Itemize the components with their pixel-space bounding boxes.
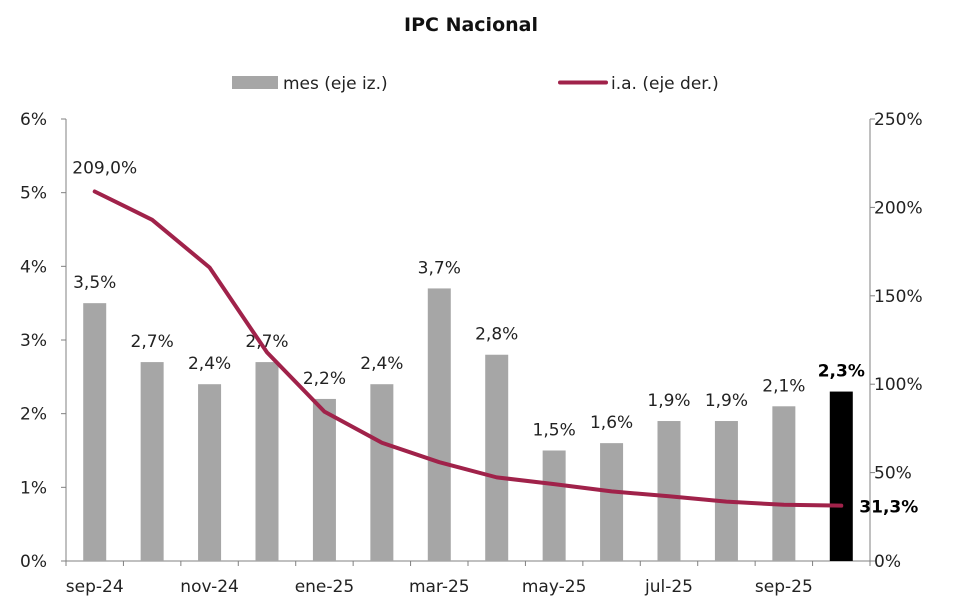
bar (657, 421, 681, 561)
bar-data-label: 2,8% (475, 325, 518, 345)
bar (370, 384, 394, 561)
bar (485, 354, 509, 561)
bar-data-label: 3,5% (73, 273, 116, 293)
bar-data-label: 1,9% (705, 391, 748, 411)
line-start-label: 209,0% (72, 158, 137, 178)
y-right-tick-label: 50% (874, 464, 912, 484)
bar (772, 406, 796, 561)
bar (255, 362, 279, 561)
bar-data-label: 2,2% (303, 369, 346, 389)
bar (829, 391, 853, 561)
y-left-tick-label: 6% (20, 110, 47, 130)
y-left-tick-label: 0% (20, 552, 47, 572)
bar-data-label: 2,4% (188, 354, 231, 374)
y-left-tick-label: 4% (20, 257, 47, 277)
bar-data-label: 1,6% (590, 413, 633, 433)
bar-data-label: 2,3% (818, 362, 865, 382)
y-right-tick-label: 0% (874, 552, 901, 572)
bar (312, 398, 336, 561)
x-tick-label: ene-25 (295, 577, 354, 597)
x-tick-label: sep-24 (66, 577, 124, 597)
bar-data-label: 1,9% (647, 391, 690, 411)
line-ia (92, 189, 844, 508)
bar (198, 384, 222, 561)
bar-labels: 3,5%2,7%2,4%2,7%2,2%2,4%3,7%2,8%1,5% 1,6%… (73, 258, 865, 440)
y-right-tick-label: 200% (874, 198, 923, 218)
tick-labels: 0% 1% 2% 3% 4% 5% 6% 0% 50% 100% 150% 200% 250% sep-2… (20, 110, 923, 597)
x-tick-label: sep-25 (755, 577, 813, 597)
legend: mes (eje iz.) i.a. (eje der.) (232, 74, 719, 94)
bar-data-label: 2,4% (360, 354, 403, 374)
axes (61, 118, 875, 566)
y-right-tick-label: 250% (874, 110, 923, 130)
line-series: 209,0% 31,3% (72, 158, 918, 517)
y-left-tick-label: 2% (20, 405, 47, 425)
bars (83, 288, 853, 561)
x-tick-label: may-25 (522, 577, 587, 597)
y-right-tick-label: 150% (874, 287, 923, 307)
x-tick-label: nov-24 (180, 577, 239, 597)
bar (140, 362, 164, 561)
bar-data-label: 3,7% (418, 258, 461, 278)
legend-line-label: i.a. (eje der.) (611, 74, 719, 94)
chart-title: IPC Nacional (404, 14, 538, 36)
y-right-tick-label: 100% (874, 375, 923, 395)
bar-data-label: 2,1% (762, 376, 805, 396)
bar-data-label: 1,5% (533, 421, 576, 441)
bar (427, 288, 451, 561)
y-left-tick-label: 3% (20, 331, 47, 351)
legend-bar-swatch (232, 76, 278, 89)
bar (600, 443, 624, 561)
x-tick-label: mar-25 (409, 577, 470, 597)
x-tick-label: jul-25 (644, 577, 693, 597)
bar (83, 303, 107, 561)
legend-bar-label: mes (eje iz.) (283, 74, 388, 94)
bar (714, 421, 738, 561)
y-left-tick-label: 1% (20, 478, 47, 498)
bar (542, 450, 566, 561)
bar-data-label: 2,7% (131, 332, 174, 352)
y-left-tick-label: 5% (20, 184, 47, 204)
line-end-label: 31,3% (859, 498, 918, 518)
